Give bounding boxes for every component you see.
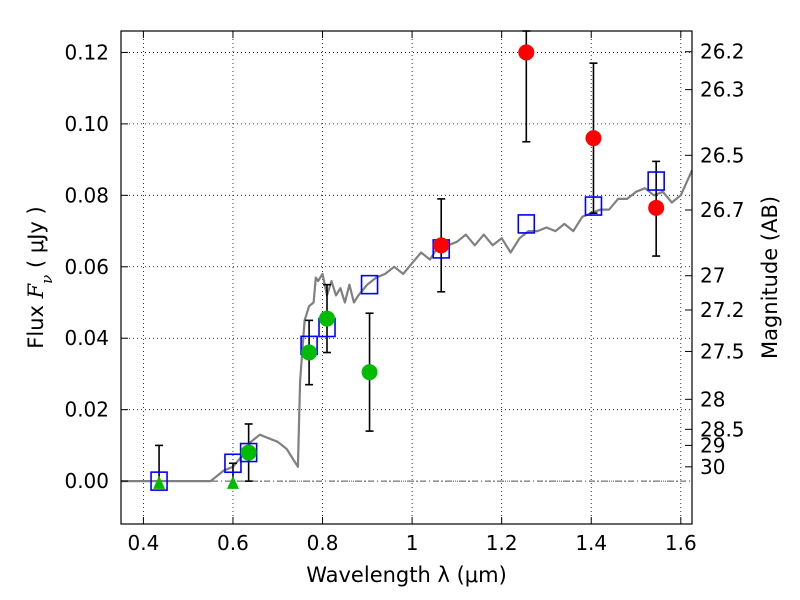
model-photometry-square [647,171,665,191]
axis-ticks: 0.4 0.6 0.8 1 1.2 1.4 1.6 0.00 0.02 0.04 0.06 0.08 0… [64,31,745,555]
y-tick-label: 0.04 [64,326,109,350]
right-tick-label: 30 [700,455,725,479]
plot-frame [120,30,693,525]
model-spectrum [121,169,694,483]
grid [121,31,692,524]
y-tick-label: 0.02 [64,398,109,422]
red-detection-point [518,44,535,61]
model-spectrum-line [121,169,694,483]
model-photometry-square [517,214,536,234]
y-tick-label: 0.00 [64,469,109,493]
markers [150,44,665,491]
y-tick-label: 0.12 [64,40,109,64]
x-tick-label: 0.6 [217,531,249,555]
right-tick-label: 26.5 [700,143,745,167]
green-detection-point [301,344,318,361]
y-tick-label: 0.10 [64,112,109,136]
green-detection-point [361,364,378,381]
right-tick-label: 26.2 [700,40,745,64]
x-tick-label: 1 [406,531,419,555]
right-tick-label: 29 [700,433,725,457]
x-tick-label: 0.8 [307,531,339,555]
green-detection-point [319,310,336,327]
right-tick-label: 28.5 [700,417,745,441]
upper-limit-triangle [226,475,239,489]
red-detection-point [433,237,450,254]
errorbars [155,30,661,483]
right-tick-label: 27 [700,264,725,288]
x-tick-label: 1.2 [486,531,518,555]
y-tick-label: 0.06 [64,255,109,279]
y-tick-label: 0.08 [64,183,109,207]
upper-limit-triangle [153,475,166,489]
y-axis-right-label: Magnitude (AB) [758,196,782,359]
green-detection-point [240,444,257,461]
model-photometry-square [150,471,168,491]
model-photometry-square [224,453,242,474]
red-detection-point [648,199,665,216]
right-tick-label: 27.5 [700,339,745,363]
right-tick-label: 27.2 [700,298,745,322]
y-axis-label: Flux Fν ( μJy ) [24,206,56,348]
red-detection-point [585,130,602,147]
model-photometry-square [360,274,379,295]
right-tick-label: 26.3 [700,78,745,102]
model-photometry-square [584,196,603,216]
x-axis-label: Wavelength λ (μm) [306,563,507,587]
right-tick-label: 28 [700,387,725,411]
x-tick-label: 1.6 [665,531,697,555]
x-tick-label: 1.4 [575,531,607,555]
right-tick-label: 26.7 [700,198,745,222]
x-tick-label: 0.4 [127,531,159,555]
